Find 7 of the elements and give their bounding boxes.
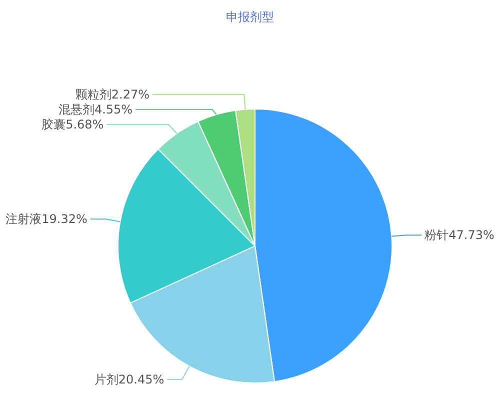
slice-label: 颗粒剂2.27% [75,87,150,102]
slice-label: 胶囊5.68% [42,117,104,132]
slice-label: 片剂20.45% [94,372,164,386]
slice-label: 粉针47.73% [424,228,494,242]
chart-title: 申报剂型 [226,10,274,24]
slice-label: 混悬剂4.55% [58,102,133,116]
slice-label: 注射液19.32% [6,212,88,226]
